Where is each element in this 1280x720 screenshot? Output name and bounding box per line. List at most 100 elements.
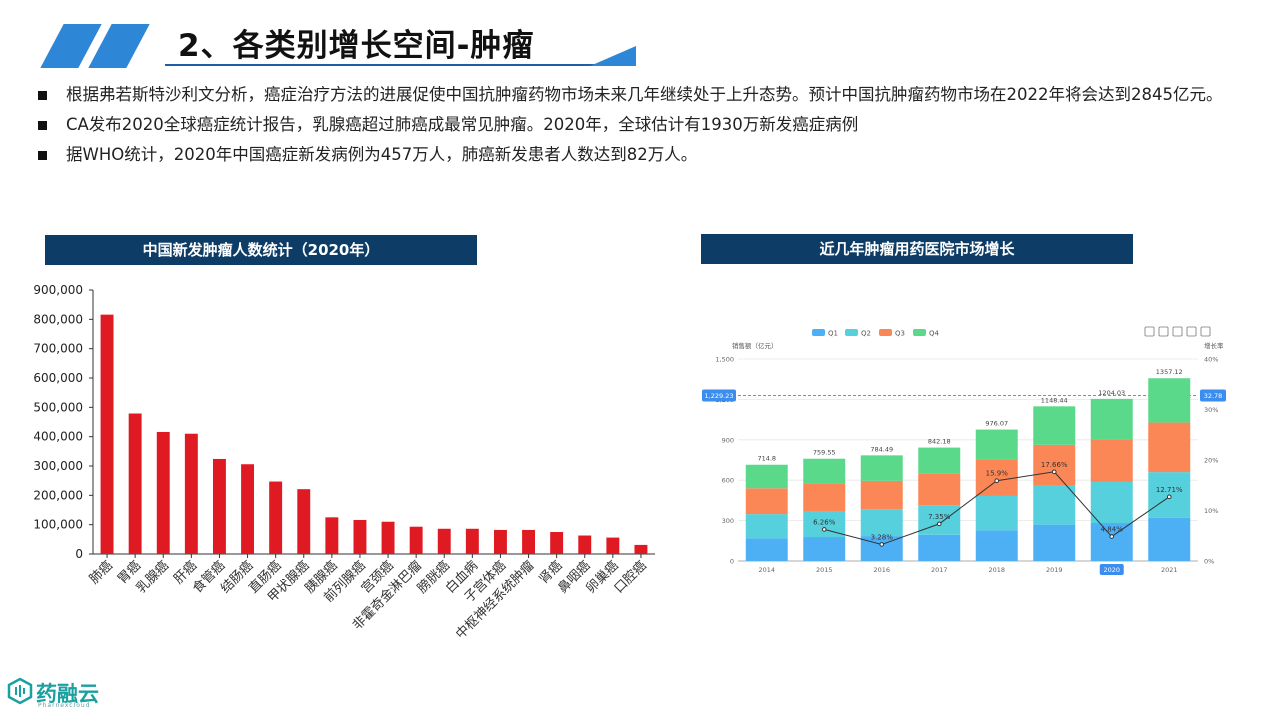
bullet-square — [38, 91, 47, 100]
stacked-bar-segment[interactable] — [1148, 517, 1191, 561]
growth-rate-point[interactable] — [821, 527, 827, 532]
y-tick-label: 600,000 — [33, 371, 83, 385]
title-underline — [165, 64, 635, 66]
stacked-bar-segment[interactable] — [1090, 439, 1133, 482]
stacked-bar-segment[interactable] — [860, 509, 903, 537]
x-tick-highlight — [1099, 564, 1124, 575]
total-label: 1148.44 — [1041, 396, 1068, 404]
y-tick-label-right: 10% — [1204, 507, 1218, 515]
legend-label[interactable]: Q4 — [929, 330, 940, 338]
stacked-bar-segment[interactable] — [975, 530, 1018, 561]
bar — [269, 481, 283, 554]
cancer-incidence-bar-chart: 0 100,000 200,000 300,000 400,000 500,000 600,… — [33, 283, 655, 642]
stacked-bar-segment[interactable] — [918, 473, 961, 506]
stacked-bar-segment[interactable] — [860, 536, 903, 561]
y-tick-label: 200,000 — [33, 488, 83, 502]
stacked-bar-segment[interactable] — [1148, 378, 1191, 423]
growth-rate-point[interactable] — [1051, 469, 1057, 475]
y-tick-label-left: 300 — [722, 517, 734, 525]
bar-chart-icon[interactable] — [1158, 326, 1169, 337]
x-tick-label: 2021 — [1161, 566, 1178, 574]
total-label: 976.07 — [985, 420, 1008, 428]
growth-rate-point[interactable] — [1109, 534, 1115, 539]
stacked-bar-segment[interactable] — [975, 495, 1018, 531]
bar — [184, 433, 198, 554]
x-tick-label: 2017 — [931, 566, 948, 574]
title-triangle — [590, 46, 636, 66]
growth-rate-label: 3.28% — [871, 533, 894, 541]
stacked-bar-segment[interactable] — [803, 483, 846, 512]
x-tick-label: 口腔癌 — [611, 558, 650, 597]
bar — [241, 464, 255, 554]
y-axis-right-title: 增长率 — [1204, 341, 1224, 350]
bar — [437, 528, 451, 554]
growth-rate-point[interactable] — [994, 478, 1000, 484]
y-tick-label-right: 20% — [1204, 457, 1218, 465]
legend-label[interactable]: Q3 — [895, 330, 905, 338]
stacked-bar-segment[interactable] — [860, 455, 903, 481]
growth-rate-label: 15.9% — [986, 470, 1009, 478]
right-chart-header: 近几年肿瘤用药医院市场增长 — [701, 234, 1133, 264]
stacked-bar-segment[interactable] — [975, 429, 1018, 460]
total-label: 784.49 — [870, 445, 893, 453]
stacked-bar-segment[interactable] — [745, 464, 788, 489]
y-tick-label-right: 40% — [1204, 356, 1218, 364]
left-chart-header: 中国新发肿瘤人数统计（2020年） — [45, 235, 477, 265]
bullet-item: CA发布2020全球癌症统计报告，乳腺癌超过肺癌成最常见肿瘤。2020年，全球估… — [36, 110, 1246, 140]
bar — [493, 529, 507, 554]
bar — [325, 517, 339, 554]
y-tick-label: 300,000 — [33, 459, 83, 473]
y-tick-label: 900,000 — [33, 283, 83, 297]
bar — [409, 526, 423, 554]
bullet-list: 根据弗若斯特沙利文分析，癌症治疗方法的进展促使中国抗肿瘤药物市场未来几年继续处于… — [36, 80, 1246, 170]
stacked-bar-segment[interactable] — [1033, 406, 1076, 445]
stacked-bar-segment[interactable] — [803, 458, 846, 484]
y-tick-label: 400,000 — [33, 430, 83, 444]
growth-rate-point[interactable] — [879, 542, 885, 547]
page-title: 2、各类别增长空间-肿瘤 — [178, 28, 535, 64]
stacked-bar-segment[interactable] — [860, 480, 903, 510]
stacked-bar-segment[interactable] — [745, 538, 788, 561]
stacked-bar-segment[interactable] — [1090, 481, 1133, 524]
growth-rate-label: 4.84% — [1101, 526, 1124, 534]
x-tick-label: 2019 — [1046, 566, 1063, 574]
stacked-bar-segment[interactable] — [918, 447, 961, 474]
legend-swatch[interactable] — [845, 329, 858, 336]
oncology-market-stacked-chart: Q1Q2Q3Q4销售额（亿元）增长率03006009001,2001,5000%… — [702, 326, 1226, 575]
line-chart-icon[interactable] — [1144, 326, 1155, 337]
stacked-bar-segment[interactable] — [918, 534, 961, 561]
y-tick-label-right: 30% — [1204, 406, 1218, 414]
stacked-bar-segment[interactable] — [1148, 422, 1191, 473]
refresh-icon[interactable] — [1172, 326, 1183, 337]
stacked-bar-segment[interactable] — [745, 514, 788, 539]
growth-rate-label: 7.35% — [928, 513, 951, 521]
growth-rate-point[interactable] — [936, 521, 942, 527]
legend-swatch[interactable] — [913, 329, 926, 336]
bullet-square — [38, 151, 47, 160]
x-tick-label: 2015 — [816, 566, 833, 574]
bar — [381, 521, 395, 554]
legend-swatch[interactable] — [879, 329, 892, 336]
stacked-bar-segment[interactable] — [1090, 523, 1133, 561]
growth-rate-label: 17.66% — [1041, 461, 1068, 469]
stacked-bar-segment[interactable] — [1033, 485, 1076, 525]
download-icon[interactable] — [1186, 326, 1197, 337]
bullet-item: 据WHO统计，2020年中国癌症新发病例为457万人，肺癌新发患者人数达到82万… — [36, 140, 1246, 170]
stacked-bar-segment[interactable] — [918, 505, 961, 535]
bullet-square — [38, 121, 47, 130]
data-view-icon[interactable] — [1200, 326, 1211, 337]
growth-rate-point[interactable] — [1166, 494, 1172, 500]
logo-icon — [7, 677, 33, 705]
stacked-bar-segment[interactable] — [975, 459, 1018, 496]
stacked-bar-segment[interactable] — [1033, 444, 1076, 486]
y-tick-label-left: 600 — [722, 477, 734, 485]
stacked-bar-segment[interactable] — [745, 488, 788, 515]
stacked-bar-segment[interactable] — [1090, 398, 1133, 440]
bar — [156, 431, 170, 554]
legend-label[interactable]: Q1 — [828, 330, 838, 338]
legend-label[interactable]: Q2 — [861, 330, 871, 338]
total-label: 714.8 — [757, 455, 776, 463]
stacked-bar-segment[interactable] — [1033, 524, 1076, 561]
legend-swatch[interactable] — [812, 329, 825, 336]
stacked-bar-segment[interactable] — [803, 537, 846, 561]
